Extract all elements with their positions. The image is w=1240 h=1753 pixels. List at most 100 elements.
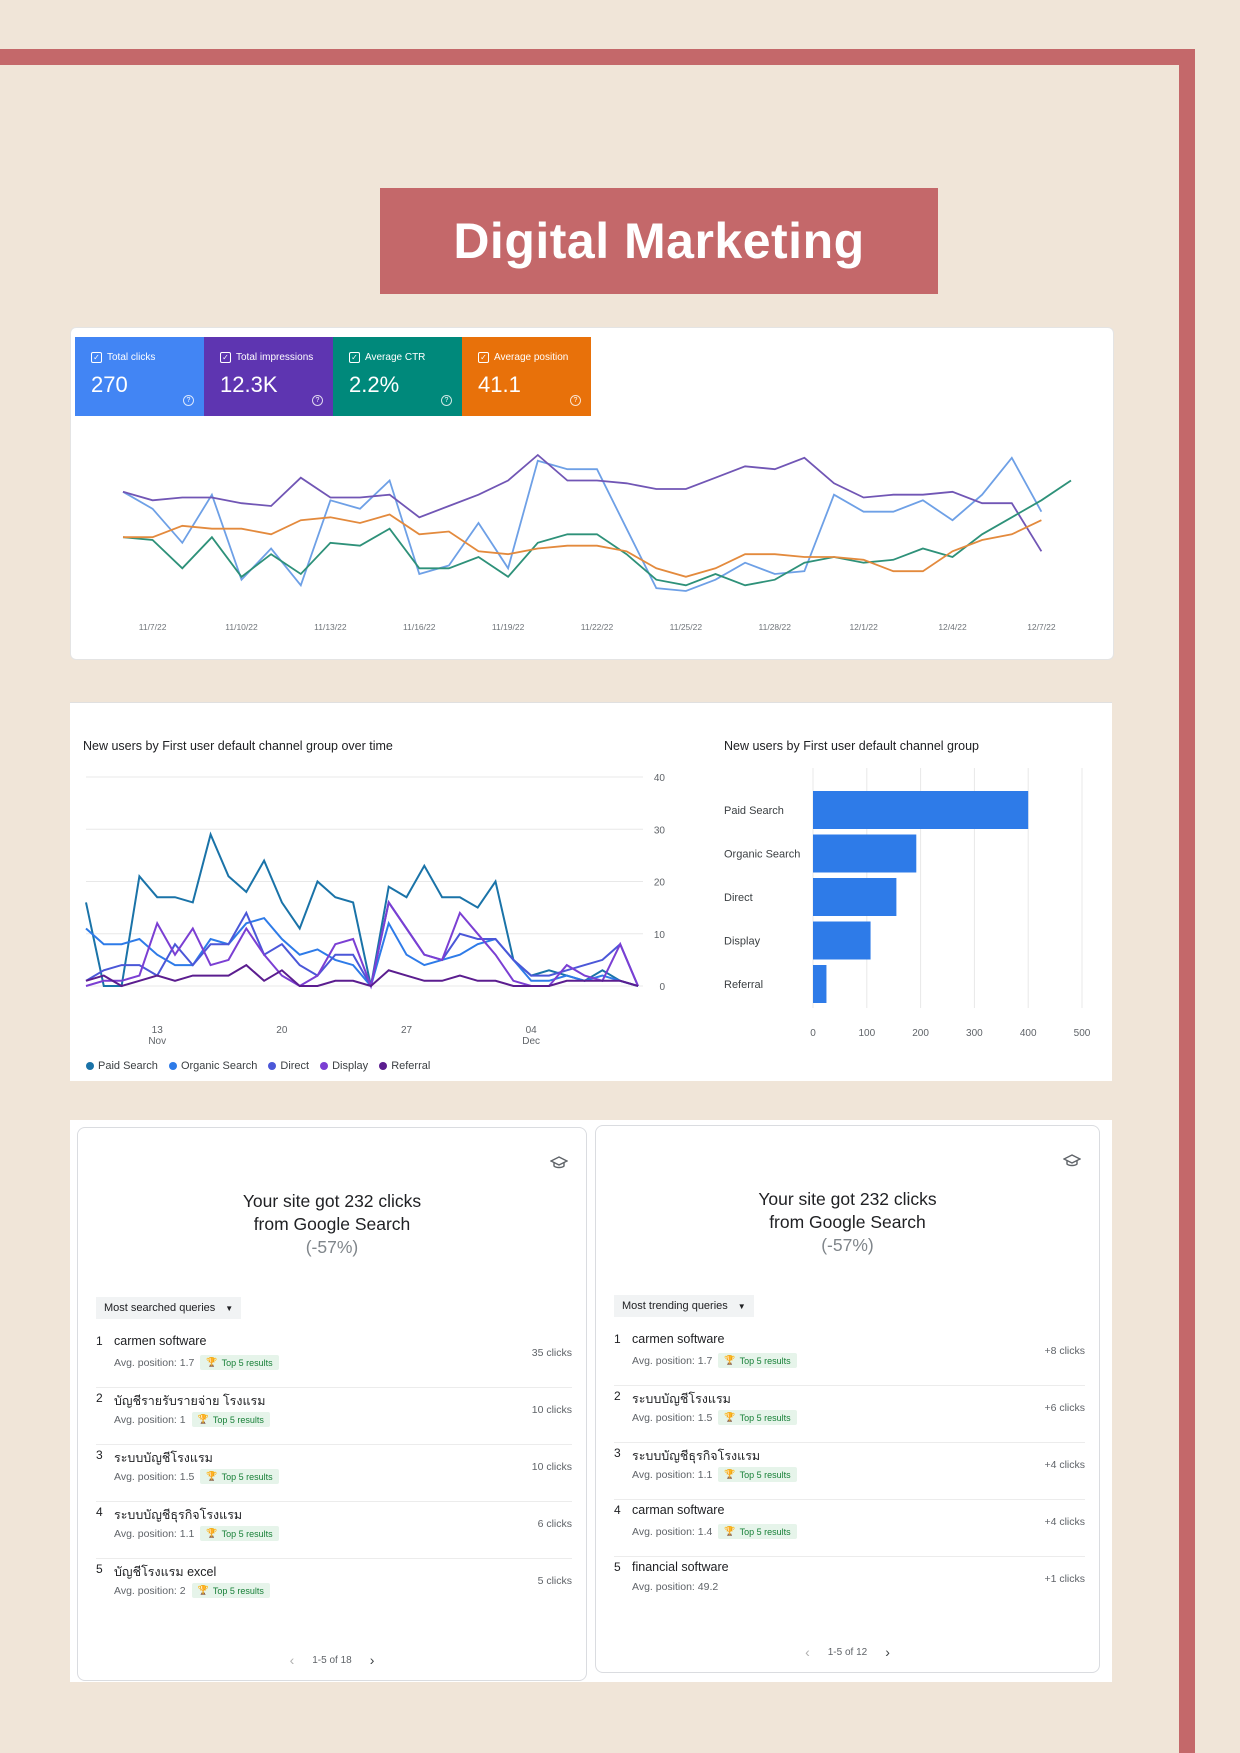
- avg-position: Avg. position: 49.2: [632, 1581, 719, 1593]
- dropdown-label: Most trending queries: [622, 1300, 728, 1312]
- help-icon[interactable]: ?: [312, 395, 323, 406]
- x-tick-label: 11/28/22: [759, 622, 792, 632]
- legend-label: Organic Search: [180, 1060, 258, 1072]
- chevron-right-icon[interactable]: ›: [885, 1644, 890, 1660]
- query-type-dropdown[interactable]: Most trending queries ▼: [614, 1295, 754, 1317]
- query-row[interactable]: 2 ระบบบัญชีโรงแรม Avg. position: 1.5 🏆 Top 5…: [614, 1385, 1085, 1443]
- badge-label: Top 5 results: [739, 1355, 791, 1366]
- x-tick-label: 12/1/22: [849, 622, 878, 632]
- help-icon[interactable]: ?: [183, 395, 194, 406]
- top-results-badge: 🏆 Top 5 results: [718, 1467, 797, 1482]
- metric-label: ✓ Average CTR: [349, 352, 462, 363]
- trophy-icon: 🏆: [724, 1355, 736, 1365]
- top-results-badge: 🏆 Top 5 results: [718, 1353, 797, 1368]
- query-details: Avg. position: 2 🏆 Top 5 results: [114, 1583, 270, 1598]
- bar-chart-title: New users by First user default channel …: [724, 739, 979, 753]
- query-rank: 1: [614, 1332, 621, 1346]
- query-card-most-searched: Your site got 232 clicks from Google Sear…: [77, 1127, 587, 1681]
- legend-dot-icon: [379, 1062, 388, 1070]
- query-row[interactable]: 5 financial software Avg. position: 49.2 +1…: [614, 1556, 1085, 1613]
- query-rank: 1: [96, 1334, 103, 1348]
- query-type-dropdown[interactable]: Most searched queries ▼: [96, 1297, 242, 1319]
- badge-label: Top 5 results: [212, 1414, 264, 1425]
- checkbox-checked-icon: ✓: [478, 352, 489, 363]
- y-tick-label: 20: [654, 878, 666, 889]
- badge-label: Top 5 results: [739, 1469, 791, 1480]
- series-line-paid-search: [85, 831, 639, 987]
- metric-tile[interactable]: ✓ Total impressions 12.3K?: [204, 337, 333, 416]
- headline-change: (-57%): [821, 1235, 874, 1255]
- bar-paid-search[interactable]: [813, 791, 1029, 829]
- query-row[interactable]: 1 carmen software Avg. position: 1.7 🏆 Top 5…: [614, 1328, 1085, 1386]
- metric-value: 2.2%: [349, 372, 400, 397]
- metric-label-text: Average position: [494, 352, 569, 363]
- bar-organic-search[interactable]: [813, 834, 917, 873]
- query-row[interactable]: 3 ระบบบัญชีธุรกิจโรงแรม Avg. position: 1.1…: [614, 1442, 1085, 1500]
- query-row[interactable]: 4 carman software Avg. position: 1.4 🏆 Top 5…: [614, 1499, 1085, 1557]
- query-row[interactable]: 5 บัญชีโรงแรม excel Avg. position: 2 🏆 Top 5…: [96, 1558, 572, 1615]
- graduation-cap-icon[interactable]: [1062, 1154, 1082, 1173]
- query-row[interactable]: 1 carmen software Avg. position: 1.7 🏆 Top 5…: [96, 1330, 572, 1388]
- query-row[interactable]: 3 ระบบบัญชีโรงแรม Avg. position: 1.5 🏆 Top 5…: [96, 1444, 572, 1502]
- series-line-average-ctr: [122, 479, 1072, 587]
- avg-position: Avg. position: 1.5: [632, 1411, 713, 1424]
- avg-position: Avg. position: 1.1: [114, 1527, 195, 1540]
- query-rank: 2: [614, 1389, 621, 1403]
- query-row[interactable]: 2 บัญชีรายรับรายจ่าย โรงแรม Avg. position:…: [96, 1387, 572, 1445]
- badge-label: Top 5 results: [212, 1585, 264, 1596]
- legend-item[interactable]: Paid Search: [86, 1060, 158, 1072]
- metric-label: ✓ Average position: [478, 352, 591, 363]
- caret-down-icon: ▼: [225, 1303, 234, 1313]
- avg-position: Avg. position: 1.1: [632, 1468, 713, 1481]
- legend-item[interactable]: Referral: [379, 1060, 430, 1072]
- x-tick-label: 12/4/22: [938, 622, 967, 632]
- query-row[interactable]: 4 ระบบบัญชีธุรกิจโรงแรม Avg. position: 1.1…: [96, 1501, 572, 1559]
- legend-item[interactable]: Display: [320, 1060, 368, 1072]
- help-icon[interactable]: ?: [441, 395, 452, 406]
- help-icon[interactable]: ?: [570, 395, 581, 406]
- x-tick-label: 200: [912, 1028, 929, 1039]
- query-rank: 4: [96, 1505, 103, 1519]
- x-tick-label: 11/25/22: [670, 622, 703, 632]
- query-clicks: +6 clicks: [1044, 1402, 1085, 1414]
- metric-tile[interactable]: ✓ Average CTR 2.2%?: [333, 337, 462, 416]
- y-tick-label: 0: [659, 982, 665, 993]
- bar-referral[interactable]: [813, 965, 827, 1003]
- metric-label-text: Total clicks: [107, 352, 156, 363]
- legend-label: Referral: [391, 1060, 431, 1072]
- bar-display[interactable]: [813, 921, 871, 960]
- badge-label: Top 5 results: [221, 1357, 273, 1368]
- legend-item[interactable]: Direct: [268, 1060, 309, 1072]
- query-rank: 5: [614, 1560, 621, 1574]
- chevron-left-icon[interactable]: ‹: [289, 1652, 295, 1668]
- x-tick-label: Nov: [148, 1036, 166, 1047]
- query-details: Avg. position: 1.5 🏆 Top 5 results: [114, 1469, 279, 1484]
- bar-direct[interactable]: [813, 878, 897, 916]
- legend-label: Display: [332, 1060, 369, 1072]
- query-card-most-trending: Your site got 232 clicks from Google Sear…: [595, 1125, 1100, 1673]
- metric-value: 12.3K: [220, 372, 278, 397]
- legend-label: Paid Search: [98, 1060, 158, 1072]
- headline-line-1: Your site got 232 clicks: [758, 1189, 937, 1209]
- query-clicks: 35 clicks: [531, 1347, 572, 1359]
- query-text: carman software: [632, 1503, 725, 1517]
- metric-tile[interactable]: ✓ Average position 41.1?: [462, 337, 591, 416]
- legend-item[interactable]: Organic Search: [168, 1060, 258, 1072]
- chevron-right-icon[interactable]: ›: [369, 1652, 375, 1668]
- query-rank: 4: [614, 1503, 621, 1517]
- trophy-icon: 🏆: [206, 1357, 218, 1367]
- metric-label: ✓ Total clicks: [91, 352, 204, 363]
- query-text: carmen software: [114, 1334, 207, 1348]
- performance-line-chart: 11/7/22 11/10/22 11/13/22 11/16/22 11/19/22 1…: [122, 453, 1072, 632]
- x-tick-label: 11/7/22: [139, 622, 167, 632]
- query-details: Avg. position: 1.7 🏆 Top 5 results: [114, 1355, 279, 1370]
- caret-down-icon: ▼: [737, 1301, 746, 1311]
- trophy-icon: 🏆: [206, 1471, 218, 1481]
- chart-legend: Paid Search Organic Search Direct Display Re…: [86, 1060, 430, 1072]
- chevron-left-icon[interactable]: ‹: [805, 1644, 810, 1660]
- metric-tile[interactable]: ✓ Total clicks 270?: [75, 337, 204, 416]
- x-tick-label: 11/10/22: [225, 622, 258, 632]
- query-rank: 3: [96, 1448, 103, 1462]
- graduation-cap-icon[interactable]: [549, 1156, 569, 1175]
- query-details: Avg. position: 1.1 🏆 Top 5 results: [632, 1467, 797, 1482]
